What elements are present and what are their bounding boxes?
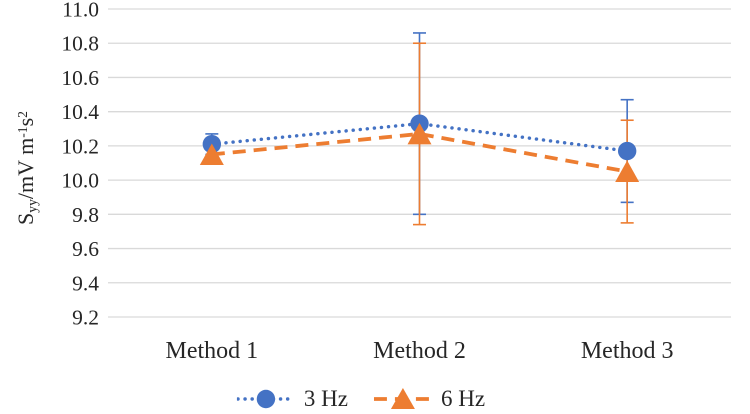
data-point-6hz-method-3: [615, 160, 640, 183]
y-tick-label: 9.2: [72, 306, 99, 330]
legend-item-3hz: 3 Hz: [236, 386, 348, 412]
y-tick-label: 10.2: [61, 134, 99, 158]
legend-swatch-3hz-dotted-circle-icon: [236, 389, 295, 409]
data-point-6hz-method-1: [199, 143, 224, 165]
y-tick-label: 10.4: [61, 100, 99, 124]
legend-label-3hz: 3 Hz: [303, 386, 348, 411]
data-point-3hz-method-3: [617, 141, 637, 161]
legend-label-6hz: 6 Hz: [441, 386, 486, 411]
series-line-6hz: [211, 131, 628, 174]
legend: 3 Hz 6 Hz: [236, 386, 485, 412]
y-tick-label: 9.6: [72, 237, 99, 261]
y-tick-label: 11.0: [62, 0, 99, 22]
y-tick-label: 10.6: [61, 66, 99, 90]
legend-item-6hz: 6 Hz: [374, 386, 485, 412]
x-category-label-method-1: Method 1: [165, 338, 259, 364]
y-tick-label: 10.0: [61, 169, 99, 193]
y-tick-label: 9.8: [72, 203, 99, 227]
legend-swatch-6hz-dashed-triangle-icon: [374, 388, 432, 409]
x-category-label-method-2: Method 2: [373, 338, 466, 364]
data-point-6hz-method-2: [407, 122, 432, 145]
y-tick-label: 9.4: [72, 271, 99, 295]
y-tick-label: 10.8: [61, 32, 99, 56]
series-line-3hz: [210, 121, 629, 153]
x-category-label-method-3: Method 3: [580, 338, 674, 364]
